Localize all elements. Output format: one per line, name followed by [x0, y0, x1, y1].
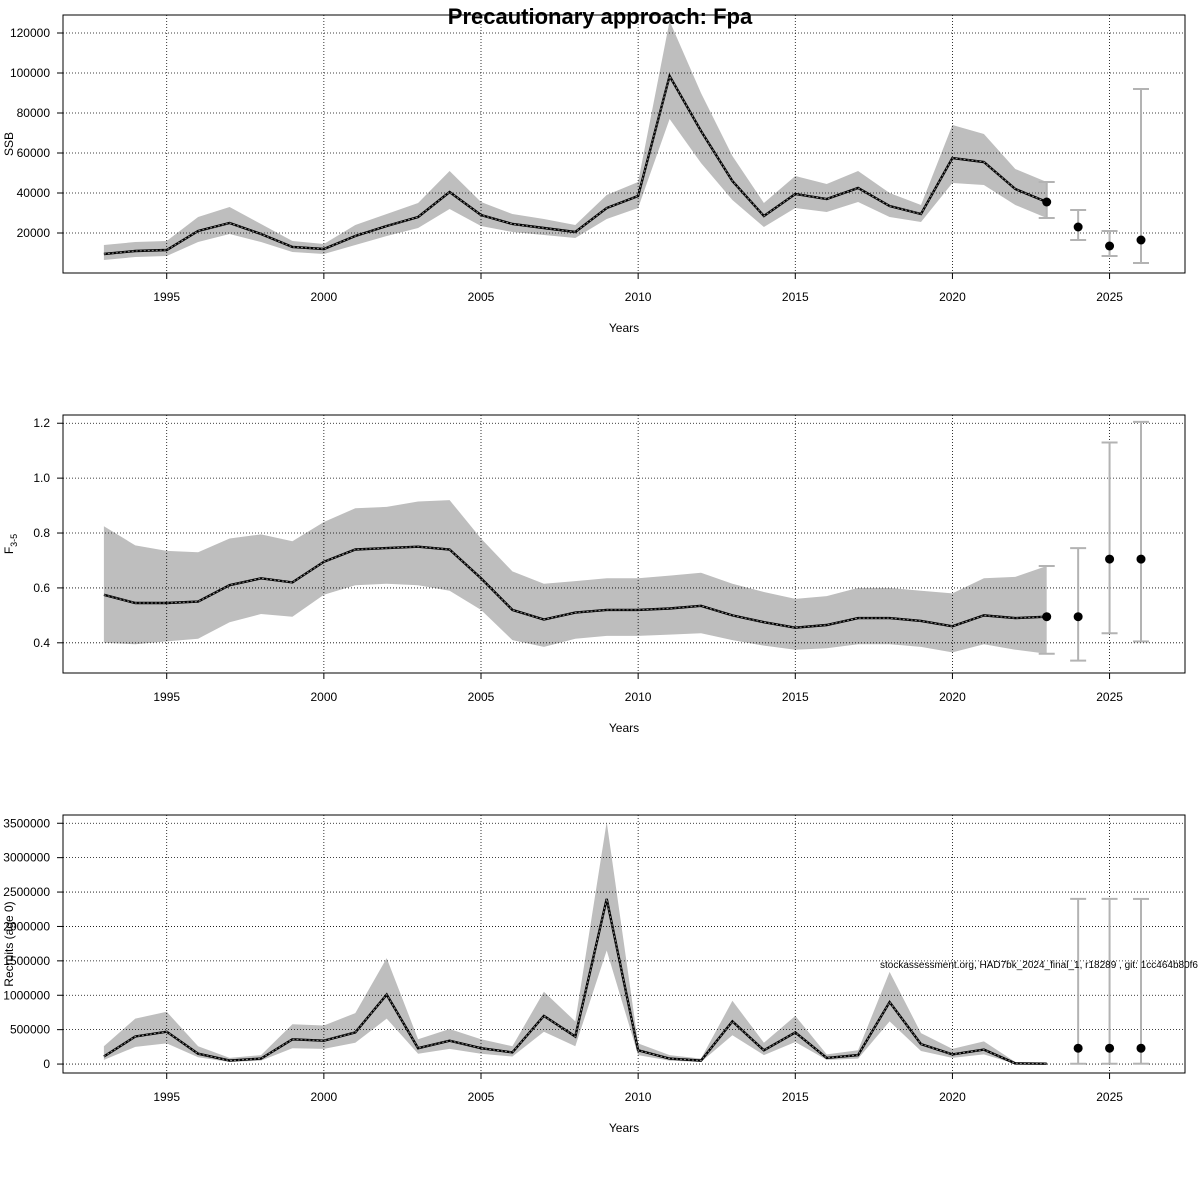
forecast-point — [1073, 222, 1083, 232]
x-tick-label: 1995 — [153, 1090, 180, 1104]
confidence-band — [103, 821, 1047, 1064]
estimate-line-dotted — [103, 74, 1047, 255]
x-tick-label: 2020 — [939, 1090, 966, 1104]
figure-title: Precautionary approach: Fpa — [448, 4, 753, 29]
y-tick-label: 60000 — [17, 146, 51, 160]
x-tick-label: 2000 — [311, 290, 338, 304]
y-tick-label: 1000000 — [3, 988, 50, 1002]
confidence-band — [103, 500, 1047, 654]
panel-2: 1995 2000 2005 2010 2015 2020 2025 0.4 0.6 0.8 1.0… — [2, 414, 1186, 735]
y-tick-label: 1500000 — [3, 954, 50, 968]
x-tick-label: 2015 — [782, 1090, 809, 1104]
panel-1: 1995 2000 2005 2010 2015 2020 2025 20000 40000 60… — [2, 14, 1186, 335]
forecast-point — [1136, 1043, 1146, 1053]
x-tick-label: 2005 — [468, 1090, 495, 1104]
y-tick-label: 0.8 — [33, 526, 50, 540]
forecast-point — [1073, 612, 1083, 622]
y-tick-label: 2500000 — [3, 885, 50, 899]
x-tick-label: 2000 — [311, 690, 338, 704]
x-tick-label: 2025 — [1096, 690, 1123, 704]
y-tick-label: 3500000 — [3, 816, 50, 830]
x-tick-label: 2025 — [1096, 290, 1123, 304]
y-axis-label: SSB — [2, 132, 16, 156]
x-axis-label: Years — [609, 1121, 639, 1135]
forecast-point — [1073, 1043, 1083, 1053]
x-tick-label: 2015 — [782, 290, 809, 304]
y-axis-label: Recruits (age 0) — [2, 901, 16, 986]
y-tick-label: 20000 — [17, 226, 51, 240]
plot-frame — [62, 814, 1186, 1074]
y-tick-label: 0.4 — [33, 636, 50, 650]
y-tick-label: 0 — [43, 1057, 50, 1071]
y-tick-label: 100000 — [10, 66, 50, 80]
y-tick-label: 0.6 — [33, 581, 50, 595]
estimate-line-dotted — [103, 898, 1047, 1065]
forecast-point — [1105, 241, 1115, 251]
x-axis-label: Years — [609, 721, 639, 735]
estimate-line-dotted — [103, 546, 1047, 629]
plot-frame — [62, 14, 1186, 274]
x-tick-label: 2010 — [625, 290, 652, 304]
plot-frame — [62, 414, 1186, 674]
x-tick-label: 2020 — [939, 690, 966, 704]
y-tick-label: 500000 — [10, 1023, 50, 1037]
y-tick-label: 2000000 — [3, 919, 50, 933]
y-tick-label: 80000 — [17, 106, 51, 120]
y-tick-label: 3000000 — [3, 851, 50, 865]
x-tick-label: 2010 — [625, 690, 652, 704]
x-tick-label: 2005 — [468, 690, 495, 704]
forecast-point — [1105, 554, 1115, 564]
y-tick-label: 40000 — [17, 186, 51, 200]
x-tick-label: 2025 — [1096, 1090, 1123, 1104]
x-tick-label: 1995 — [153, 690, 180, 704]
confidence-band — [103, 21, 1047, 260]
y-axis-label-subscript: 3-5 — [9, 534, 19, 547]
x-tick-label: 2015 — [782, 690, 809, 704]
x-axis-label: Years — [609, 321, 639, 335]
x-tick-label: 2020 — [939, 290, 966, 304]
x-tick-label: 2010 — [625, 1090, 652, 1104]
y-axis-label: F3-5 — [2, 534, 19, 554]
x-tick-label: 1995 — [153, 290, 180, 304]
y-tick-label: 1.0 — [33, 471, 50, 485]
forecast-point — [1136, 554, 1146, 564]
panel-3: 1995 2000 2005 2010 2015 2020 2025 0 500000 10000… — [2, 814, 1186, 1135]
watermark-text: stockassessment.org, HAD7bk_2024_final_1… — [880, 960, 1198, 971]
forecast-point — [1105, 1043, 1115, 1053]
x-tick-label: 2000 — [311, 1090, 338, 1104]
y-tick-label: 1.2 — [33, 416, 50, 430]
forecast-point — [1136, 235, 1146, 245]
terminal-point — [1042, 612, 1052, 622]
y-tick-label: 120000 — [10, 26, 50, 40]
x-tick-label: 2005 — [468, 290, 495, 304]
forecast-point — [1042, 197, 1052, 207]
